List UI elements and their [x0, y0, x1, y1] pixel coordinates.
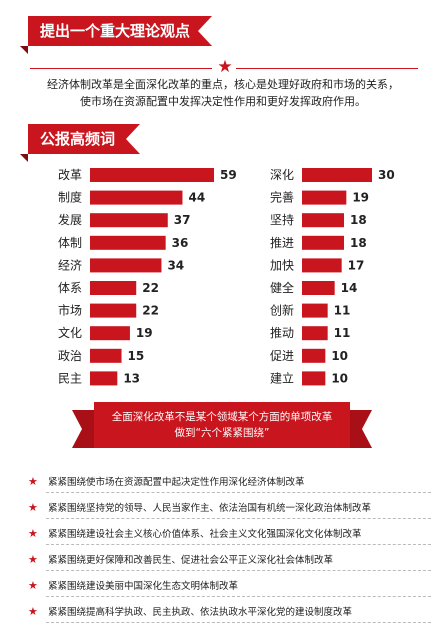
bar [302, 168, 372, 182]
intro-text: 经济体制改革是全面深化改革的重点，核心是处理好政府和市场的关系， 使市场在资源配… [40, 76, 406, 110]
star-icon: ★ [28, 553, 38, 566]
category-label: 完善 [270, 190, 294, 205]
bar [90, 371, 118, 386]
value-label: 34 [167, 258, 184, 272]
value-label: 17 [348, 258, 365, 272]
category-label: 推动 [270, 326, 294, 340]
value-label: 15 [128, 349, 145, 363]
category-label: 文化 [58, 325, 82, 340]
bar [90, 326, 130, 341]
list-item: ★ 紧紧围绕建设美丽中国深化生态文明体制改革 [22, 579, 432, 606]
value-label: 13 [123, 371, 140, 385]
category-label: 体系 [58, 281, 82, 295]
value-label: 36 [172, 236, 189, 250]
banner-line-1: 全面深化改革不是某个领域某个方面的单项改革 [111, 411, 333, 423]
value-label: 18 [350, 213, 367, 227]
star-icon: ★ [28, 527, 38, 540]
category-label: 市场 [58, 303, 82, 318]
value-label: 37 [174, 213, 191, 227]
list-item-divider [46, 518, 431, 519]
bar [302, 371, 326, 386]
intro-line-1: 经济体制改革是全面深化改革的重点，核心是处理好政府和市场的关系， [47, 78, 399, 91]
category-label: 发展 [58, 212, 82, 227]
banner-line-2: 做到“六个紧紧围绕” [174, 427, 270, 439]
list-item: ★ 紧紧围绕提高科学执政、民主执政、依法执政水平深化党的建设制度改革 [22, 605, 432, 632]
bar [302, 235, 344, 250]
value-label: 22 [142, 304, 159, 318]
bar [302, 326, 328, 341]
value-label: 30 [378, 168, 395, 182]
list-item-divider [46, 570, 431, 571]
list-item: ★ 紧紧围绕使市场在资源配置中起决定性作用深化经济体制改革 [22, 475, 432, 502]
category-label: 深化 [270, 168, 294, 182]
list-item: ★ 紧紧围绕更好保障和改善民生、促进社会公平正义深化社会体制改革 [22, 553, 432, 580]
bar [302, 281, 335, 295]
value-label: 10 [331, 349, 348, 363]
category-label: 民主 [58, 371, 82, 385]
category-label: 健全 [270, 280, 294, 295]
bar [302, 348, 326, 363]
category-label: 创新 [270, 303, 294, 318]
category-label: 改革 [58, 168, 82, 182]
list-item-text: 紧紧围绕更好保障和改善民生、促进社会公平正义深化社会体制改革 [48, 555, 334, 566]
star-icon: ★ [28, 475, 38, 488]
value-label: 18 [350, 236, 367, 250]
bar [90, 348, 122, 363]
value-label: 11 [334, 304, 351, 318]
list-item-text: 紧紧围绕坚持党的领导、人民当家作主、依法治国有机统一深化政治体制改革 [48, 503, 372, 514]
bar [90, 235, 166, 250]
chart-section-title: 公报高频词 [40, 130, 116, 148]
bar [90, 213, 168, 228]
bar [90, 190, 183, 205]
category-label: 坚持 [270, 212, 294, 227]
category-label: 体制 [58, 236, 82, 250]
value-label: 44 [188, 191, 205, 205]
divider-line-right [236, 68, 418, 69]
list-item: ★ 紧紧围绕建设社会主义核心价值体系、社会主义文化强国深化文化体制改革 [22, 527, 432, 554]
category-label: 促进 [270, 349, 294, 363]
chart-title-ribbon: 公报高频词 [20, 124, 140, 162]
list-item-text: 紧紧围绕建设美丽中国深化生态文明体制改革 [48, 581, 239, 592]
list-item-divider [46, 596, 431, 597]
list-item-divider [46, 492, 431, 493]
bar [302, 258, 342, 273]
category-label: 加快 [270, 258, 294, 272]
section-title-ribbon: 提出一个重大理论观点 [20, 16, 212, 54]
value-label: 19 [352, 191, 369, 205]
word-frequency-chart: 改革 59 制度 44 发展 37 体制 36 经济 34 体系 22 市场 22 文化 19 政治 15 民主 13… [58, 168, 395, 386]
list-item-text: 紧紧围绕提高科学执政、民主执政、依法执政水平深化党的建设制度改革 [48, 607, 353, 618]
banner: 全面深化改革不是某个领域某个方面的单项改革 做到“六个紧紧围绕” [72, 402, 372, 448]
bar [302, 190, 347, 205]
category-label: 推进 [270, 236, 294, 250]
divider-line-left [30, 68, 212, 69]
bar [90, 303, 137, 318]
list-item-text: 紧紧围绕使市场在资源配置中起决定性作用深化经济体制改革 [48, 477, 305, 488]
star-icon: ★ [28, 501, 38, 514]
bar [90, 258, 162, 273]
list-item-divider [46, 544, 431, 545]
list-item: ★ 紧紧围绕坚持党的领导、人民当家作主、依法治国有机统一深化政治体制改革 [22, 501, 432, 528]
intro-line-2: 使市场在资源配置中发挥决定性作用和更好发挥政府作用。 [80, 95, 366, 108]
bar [90, 168, 214, 182]
list-item-divider [46, 622, 431, 623]
value-label: 59 [220, 168, 237, 182]
category-label: 建立 [270, 370, 294, 385]
bar [302, 213, 344, 228]
value-label: 22 [142, 281, 159, 295]
list-item-text: 紧紧围绕建设社会主义核心价值体系、社会主义文化强国深化文化体制改革 [48, 529, 362, 540]
star-icon: ★ [28, 579, 38, 592]
value-label: 10 [331, 371, 348, 385]
value-label: 19 [136, 326, 153, 340]
category-label: 政治 [58, 349, 82, 363]
category-label: 制度 [58, 190, 82, 205]
star-icon: ★ [28, 605, 38, 618]
value-label: 14 [341, 281, 358, 295]
category-label: 经济 [58, 257, 82, 272]
value-label: 11 [334, 326, 351, 340]
bar [302, 303, 328, 318]
bar [90, 281, 137, 295]
bullet-list: ★ 紧紧围绕使市场在资源配置中起决定性作用深化经济体制改革 ★ 紧紧围绕坚持党的领导、… [22, 475, 432, 632]
star-icon: ★ [217, 57, 233, 77]
section-title: 提出一个重大理论观点 [40, 22, 191, 40]
